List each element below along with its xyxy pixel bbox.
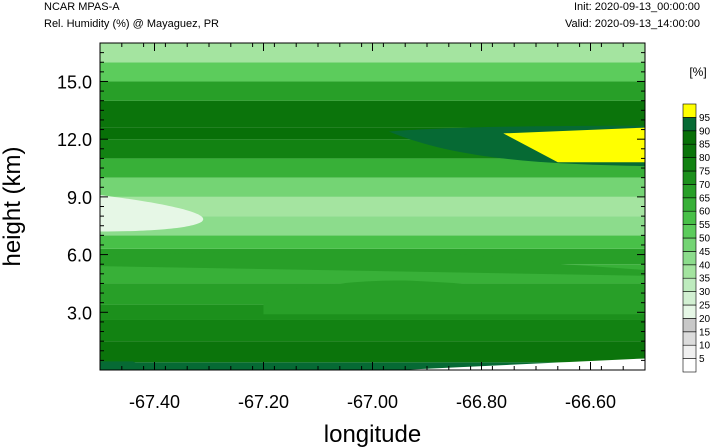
colorbar-label: 90	[699, 126, 711, 137]
rh-band-16	[100, 62, 645, 82]
colorbar-label: 10	[699, 341, 711, 352]
x-tick-label: -67.20	[238, 392, 289, 412]
colorbar-label: 15	[699, 327, 711, 338]
colorbar-box	[682, 291, 697, 306]
model-name: NCAR MPAS-A	[44, 1, 120, 13]
rh-band-15	[100, 81, 645, 101]
x-axis-label: longitude	[324, 421, 421, 448]
colorbar-label: 55	[699, 220, 711, 231]
colorbar-box	[682, 170, 697, 185]
y-tick-label: 12.0	[57, 130, 92, 150]
colorbar-label: 40	[699, 260, 711, 271]
colorbar-label: 85	[699, 140, 711, 151]
colorbar-label: 35	[699, 274, 711, 285]
dry-core-left	[100, 194, 204, 232]
colorbar-box	[682, 251, 697, 266]
colorbar-label: 20	[699, 314, 711, 325]
colorbar-label: 95	[699, 113, 711, 124]
colorbar-box	[682, 197, 697, 212]
colorbar-label: 80	[699, 153, 711, 164]
rh-band-11	[100, 158, 645, 178]
rh-band-8	[100, 216, 645, 236]
init-time: Init: 2020-09-13_00:00:00	[574, 1, 700, 13]
colorbar-box	[682, 237, 697, 252]
colorbar-box	[682, 103, 697, 118]
colorbar-box	[682, 184, 697, 199]
y-tick-label: 6.0	[67, 246, 92, 266]
colorbar-label: 70	[699, 180, 711, 191]
rh-band-14	[100, 100, 645, 128]
colorbar-box	[682, 264, 697, 279]
colorbar-box	[682, 358, 697, 373]
colorbar-label: 60	[699, 207, 711, 218]
moist-tongue	[100, 251, 645, 276]
terrain-gap	[399, 358, 645, 370]
rh-band-2	[100, 319, 645, 342]
colorbar-box	[682, 304, 697, 319]
valid-time: Valid: 2020-09-13_14:00:00	[565, 18, 700, 30]
colorbar-box	[682, 130, 697, 145]
rh-band-10	[100, 177, 645, 197]
colorbar-label: 25	[699, 301, 711, 312]
colorbar-label: 65	[699, 193, 711, 204]
y-tick-label: 15.0	[57, 72, 92, 92]
rh-band-13	[100, 127, 645, 140]
rh-band-7	[100, 235, 645, 249]
colorbar-label: 50	[699, 234, 711, 245]
colorbar-box	[682, 277, 697, 292]
y-tick-label: 3.0	[67, 303, 92, 323]
contour-field	[100, 43, 645, 370]
colorbar-box	[682, 143, 697, 158]
colorbar-box	[682, 331, 697, 346]
colorbar-label: 75	[699, 167, 711, 178]
x-tick-label: -67.00	[347, 392, 398, 412]
y-axis-label: height (km)	[0, 146, 26, 266]
colorbar-box	[682, 318, 697, 333]
surface-moist-patch	[100, 361, 155, 370]
y-tick-label: 9.0	[67, 188, 92, 208]
rh-band-1	[100, 341, 645, 363]
colorbar-box	[682, 224, 697, 239]
colorbar-unit: [%]	[689, 65, 706, 79]
colorbar-label: 30	[699, 287, 711, 298]
colorbar-box	[682, 157, 697, 172]
saturated-core	[503, 127, 645, 163]
x-tick-label: -66.80	[456, 392, 507, 412]
colorbar-label: 5	[699, 354, 705, 365]
colorbar-box	[682, 210, 697, 225]
x-tick-label: -66.60	[565, 392, 616, 412]
x-tick-label: -67.40	[129, 392, 180, 412]
rh-band-17	[100, 43, 645, 63]
colorbar-label: 45	[699, 247, 711, 258]
colorbar-box	[682, 117, 697, 132]
moist-bulge	[263, 280, 645, 315]
variable-title: Rel. Humidity (%) @ Mayaguez, PR	[44, 18, 219, 30]
colorbar-box	[682, 344, 697, 359]
rh-band-9	[100, 196, 645, 217]
